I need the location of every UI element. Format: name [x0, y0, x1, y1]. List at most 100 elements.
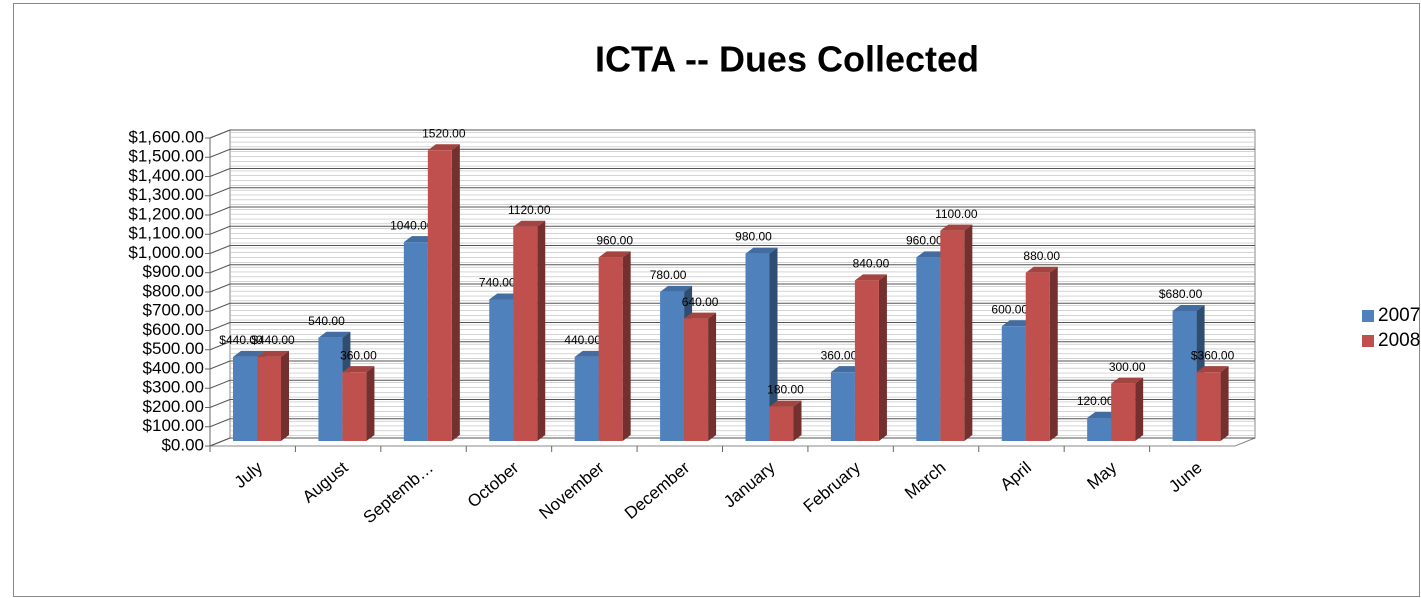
grid-line-side — [209, 379, 231, 389]
bar — [769, 406, 794, 441]
bar-side — [1220, 366, 1229, 441]
bar — [489, 299, 514, 441]
grid-line-side — [209, 418, 231, 428]
bar — [1196, 372, 1221, 441]
y-tick-label: $1,300.00 — [128, 185, 204, 204]
bar-side — [366, 366, 375, 441]
bar-top — [318, 331, 351, 338]
grid-line-side — [209, 225, 231, 235]
grid-line-side — [209, 360, 231, 370]
grid-line-side — [209, 264, 231, 274]
y-tick-label: $1,000.00 — [128, 243, 204, 262]
bar-side — [964, 224, 973, 441]
y-tick-label: $1,200.00 — [128, 204, 204, 223]
value-label: 960.00 — [906, 234, 943, 248]
y-tick-label: $0.00 — [161, 435, 204, 454]
bar-side — [878, 274, 887, 441]
bar-top — [854, 274, 887, 281]
y-tick-label: $300.00 — [143, 378, 204, 397]
bar — [660, 291, 685, 441]
bar — [854, 280, 879, 441]
y-tick-label: $700.00 — [143, 301, 204, 320]
value-label: 960.00 — [596, 234, 633, 248]
y-tick-label: $800.00 — [143, 281, 204, 300]
y-tick-label: $1,500.00 — [128, 147, 204, 166]
bar-top — [940, 224, 973, 231]
grid-line-side — [209, 302, 231, 312]
chart-title: ICTA -- Dues Collected — [595, 39, 979, 80]
bar-top — [769, 400, 802, 407]
value-label: 880.00 — [1023, 249, 1060, 263]
bar-top — [1196, 366, 1229, 373]
bar — [1001, 326, 1026, 441]
value-label: $360.00 — [1191, 348, 1235, 362]
bar-top — [1172, 304, 1205, 311]
bar — [1172, 310, 1197, 441]
bar-side — [769, 247, 778, 441]
y-tick-label: $1,100.00 — [128, 224, 204, 243]
value-label: 1520.00 — [422, 126, 466, 140]
bar — [1111, 383, 1136, 441]
bar-side — [1049, 266, 1058, 441]
y-tick-label: $600.00 — [143, 320, 204, 339]
grid-line-side — [209, 245, 231, 254]
value-label: 1040.00 — [390, 218, 434, 232]
value-label: 120.00 — [1077, 394, 1114, 408]
bar-top — [684, 312, 717, 319]
value-label: $440.00 — [251, 333, 295, 347]
bar-top — [1025, 266, 1058, 273]
value-label: 1120.00 — [508, 203, 551, 217]
grid-line-side — [209, 129, 231, 139]
bar — [318, 337, 343, 441]
y-tick-label: $1,400.00 — [128, 166, 204, 185]
bar-top — [427, 144, 460, 151]
bar-top — [1111, 377, 1144, 384]
bar-top — [233, 350, 265, 357]
bar — [745, 253, 770, 441]
grid-line-side — [209, 322, 231, 331]
bar-side — [793, 400, 802, 441]
value-label: 360.00 — [340, 348, 377, 362]
value-label: 1100.00 — [935, 207, 978, 221]
y-tick-label: $200.00 — [143, 397, 204, 416]
grid-line-side — [209, 148, 231, 158]
bar-side — [1135, 377, 1144, 441]
value-label: 440.00 — [564, 333, 601, 347]
y-tick-label: $400.00 — [143, 358, 204, 377]
value-label: 360.00 — [821, 348, 858, 362]
value-label: $440.00 — [219, 333, 263, 347]
grid-line-side — [209, 341, 231, 351]
value-label: 840.00 — [853, 257, 890, 271]
bar-top — [257, 350, 289, 357]
bar-top — [598, 251, 631, 258]
bar — [940, 230, 965, 441]
y-tick-label: $100.00 — [143, 416, 204, 435]
bar — [233, 356, 257, 441]
legend-swatch — [1362, 335, 1374, 347]
grid-line-side — [209, 187, 231, 197]
legend-label: 2008 — [1378, 330, 1420, 351]
value-label: 540.00 — [308, 314, 345, 328]
y-tick-label: $1,600.00 — [128, 127, 204, 146]
grid-line-side — [209, 206, 231, 216]
legend-swatch — [1362, 310, 1374, 322]
bar — [916, 257, 941, 441]
bar-side — [622, 251, 631, 441]
bar-side — [537, 220, 546, 441]
value-label: 740.00 — [479, 276, 516, 290]
bar-side — [451, 144, 460, 442]
value-label: 300.00 — [1109, 360, 1146, 374]
value-label: 600.00 — [991, 302, 1028, 316]
value-label: 640.00 — [682, 295, 719, 309]
bar — [598, 257, 623, 441]
bar — [684, 318, 709, 441]
bar — [403, 242, 428, 441]
bar — [1025, 272, 1050, 441]
y-tick-label: $500.00 — [143, 339, 204, 358]
bar — [427, 150, 452, 442]
bar-top — [660, 285, 693, 292]
bar-top — [513, 220, 546, 227]
bar — [1087, 418, 1112, 441]
y-tick-label: $900.00 — [143, 262, 204, 281]
